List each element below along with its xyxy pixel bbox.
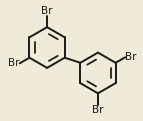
Text: Br: Br	[125, 52, 137, 62]
Text: Br: Br	[8, 58, 20, 68]
Text: Br: Br	[92, 105, 104, 115]
Text: Br: Br	[41, 6, 53, 16]
